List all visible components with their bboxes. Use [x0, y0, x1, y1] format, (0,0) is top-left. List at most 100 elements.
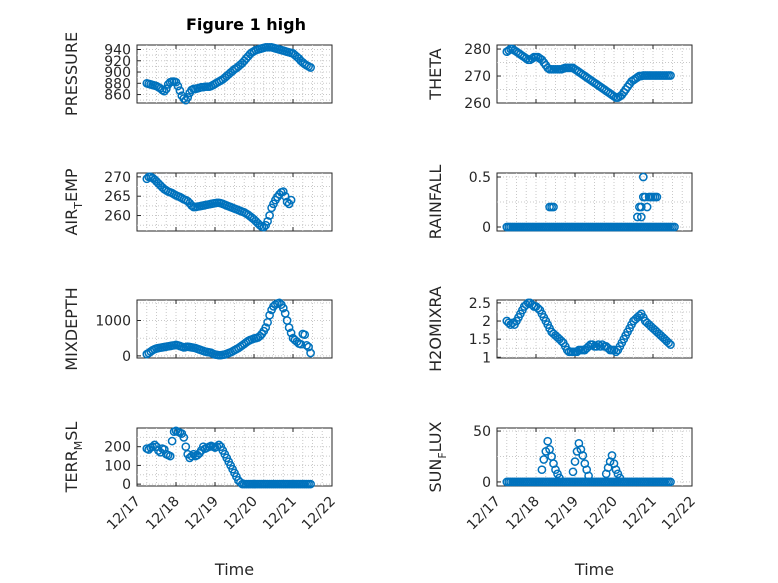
data-point: [189, 449, 198, 459]
x-tick-label: 12/21: [260, 494, 300, 534]
data-point: [212, 442, 222, 452]
y-axis-label: H2OMIXRA: [426, 286, 445, 372]
data-point: [173, 81, 183, 91]
y-axis-label: AIRTEMP: [62, 168, 85, 235]
data-point: [549, 202, 558, 212]
x-tick-label: 12/18: [143, 494, 183, 534]
data-point: [504, 318, 514, 328]
data-point: [159, 445, 169, 454]
panel-rainfall: 0 0.5 RAINFALL: [426, 165, 693, 240]
data-point: [284, 323, 294, 332]
x-tick-label: 12/20: [581, 494, 621, 534]
panel-air-temp: 260 265 270 AIRTEMP: [62, 168, 333, 236]
data-point: [165, 451, 175, 461]
data-point: [633, 212, 642, 222]
y-axis-label: SUNFLUX: [426, 421, 449, 492]
data-point: [306, 348, 315, 358]
data-point: [615, 473, 625, 483]
data-point: [588, 340, 597, 349]
data-point: [555, 473, 564, 483]
data-point: [167, 436, 177, 446]
data-point: [278, 303, 288, 313]
data-point: [183, 93, 193, 102]
y-tick-label: 0: [482, 475, 491, 491]
data-point: [642, 202, 652, 212]
data-point: [280, 191, 290, 201]
data-point: [261, 323, 271, 332]
y-tick-label: 940: [104, 43, 131, 59]
data-point: [302, 340, 311, 350]
y-tick-label: 0: [122, 349, 131, 365]
data-point: [670, 222, 679, 232]
data-point: [666, 477, 675, 487]
y-tick-label: 1000: [95, 314, 131, 330]
y-tick-label: 0.5: [469, 170, 491, 186]
data-point: [537, 465, 547, 475]
data-point: [652, 192, 662, 202]
data-point: [159, 86, 169, 96]
y-tick-label: 50: [473, 424, 491, 440]
y-axis-label: PRESSURE: [62, 32, 81, 116]
data-point: [148, 442, 157, 452]
data-point: [666, 340, 675, 349]
y-tick-label: 260: [464, 96, 491, 112]
y-tick-label: 100: [104, 458, 131, 474]
data-point: [306, 479, 315, 489]
y-tick-label: 0: [122, 477, 131, 493]
series-markers: [142, 172, 296, 232]
data-point: [539, 455, 549, 464]
y-axis-label: THETA: [426, 48, 445, 100]
data-point: [553, 469, 562, 479]
data-point: [263, 216, 272, 226]
x-tick-label: 12/22: [659, 494, 699, 534]
panel-sun-flux: 0 50 12/17 12/18 12/19 12/20 12/21 12/22 SUNFLUX…: [426, 421, 699, 579]
y-tick-label: 260: [104, 209, 131, 225]
y-tick-label: 920: [104, 54, 131, 70]
y-tick-label: 270: [104, 170, 131, 186]
data-point: [214, 440, 224, 450]
data-point: [278, 187, 288, 196]
y-tick-label: 2.5: [469, 296, 491, 312]
data-point: [584, 471, 593, 481]
panel-h2omixra: 1 1.5 2 2.5 H2OMIXRA: [426, 286, 693, 372]
plot-area: [136, 172, 333, 232]
data-point: [300, 330, 310, 340]
x-tick-label: 12/19: [182, 494, 222, 534]
x-tick-label: 12/20: [221, 494, 261, 534]
panel-theta: 260 270 280 THETA: [426, 42, 693, 112]
series-markers: [502, 172, 679, 232]
y-tick-label: 880: [104, 76, 131, 92]
data-point: [504, 46, 514, 55]
y-axis-label: MIXDEPTH: [62, 287, 81, 370]
series-markers: [142, 42, 315, 105]
y-tick-label: 0: [482, 220, 491, 236]
y-tick-label: 860: [104, 88, 131, 104]
data-point: [187, 451, 196, 461]
figure-title: Figure 1 high: [186, 15, 306, 34]
x-axis-label: Time: [574, 560, 614, 579]
data-point: [568, 467, 578, 477]
data-point: [633, 73, 642, 82]
data-point: [636, 212, 646, 222]
data-point: [306, 63, 315, 72]
data-point: [570, 457, 580, 466]
series-markers: [502, 436, 675, 487]
x-tick-label: 12/19: [542, 494, 582, 534]
data-point: [613, 469, 623, 479]
data-point: [296, 339, 306, 349]
y-tick-label: 2: [482, 314, 491, 330]
y-axis-label: RAINFALL: [426, 165, 445, 240]
data-point: [607, 451, 617, 460]
series-markers: [142, 298, 315, 360]
y-tick-label: 1.5: [469, 332, 491, 348]
x-tick-label: 12/17: [104, 494, 144, 534]
data-point: [611, 465, 621, 475]
data-point: [543, 63, 553, 73]
series-markers: [142, 426, 315, 489]
y-tick-label: 200: [104, 440, 131, 456]
data-point: [551, 465, 560, 475]
x-tick-label: 12/18: [503, 494, 543, 534]
data-point: [286, 328, 296, 338]
